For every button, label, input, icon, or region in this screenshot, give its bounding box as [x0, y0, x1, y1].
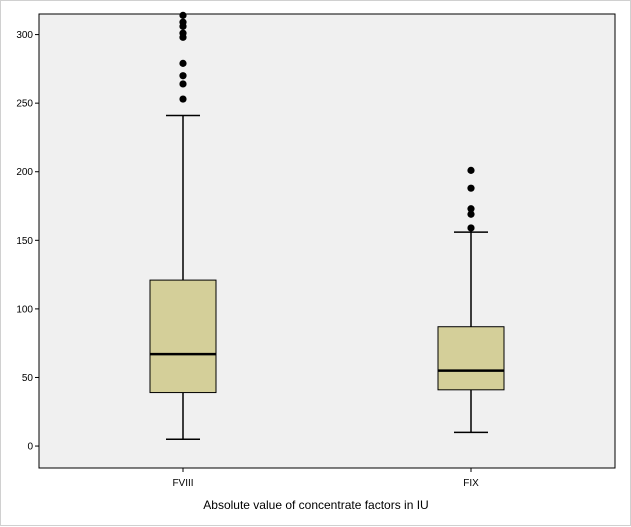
- x-tick-label: FVIII: [172, 478, 193, 489]
- x-tick-label: FIX: [463, 478, 479, 489]
- outlier-point: [467, 210, 475, 218]
- y-tick-label: 100: [16, 304, 33, 315]
- outlier-point: [179, 72, 187, 80]
- x-axis: FVIII FIX: [172, 468, 479, 489]
- outlier-point: [179, 95, 187, 103]
- outlier-point: [179, 80, 187, 88]
- x-axis-title: Absolute value of concentrate factors in…: [203, 498, 428, 512]
- box-group-fviii: [149, 11, 217, 440]
- plot-area: [38, 13, 616, 469]
- y-tick-label: 150: [16, 236, 33, 247]
- iqr-box: [437, 326, 505, 391]
- box-group-fix: [437, 166, 505, 434]
- outlier-point: [467, 184, 475, 192]
- outlier-point: [179, 29, 187, 37]
- iqr-box: [149, 279, 217, 394]
- y-tick-label: 0: [27, 442, 33, 453]
- outlier-point: [179, 59, 187, 67]
- outlier-point: [467, 205, 475, 213]
- y-tick-label: 50: [22, 373, 34, 384]
- outlier-point: [467, 166, 475, 174]
- y-tick-label: 250: [16, 99, 33, 110]
- y-axis: 0 50 100 150 200 250 300: [16, 30, 39, 453]
- outlier-point: [179, 18, 187, 26]
- outlier-point: [179, 11, 187, 19]
- y-tick-label: 300: [16, 30, 33, 41]
- outlier-point: [467, 224, 475, 232]
- boxes-layer: [149, 11, 505, 440]
- y-tick-label: 200: [16, 167, 33, 178]
